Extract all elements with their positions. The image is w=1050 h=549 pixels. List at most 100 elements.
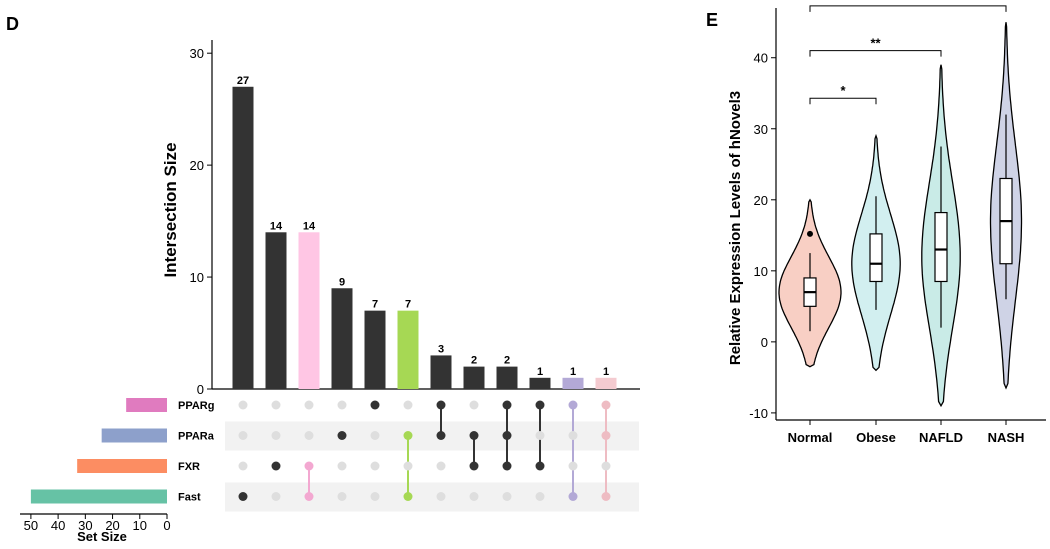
matrix-dot-inactive [337, 400, 347, 410]
intersection-bar [298, 232, 320, 389]
significance-bracket [809, 50, 942, 57]
matrix-dot-active [403, 431, 413, 440]
violin-x-tick-label: Normal [788, 430, 833, 445]
intersection-matrix [238, 400, 611, 501]
box-nafld [934, 211, 948, 283]
matrix-dot-inactive [568, 461, 578, 471]
significance-label: *** [900, 0, 916, 6]
matrix-dot-active [238, 492, 248, 501]
matrix-dot-inactive [535, 431, 545, 440]
matrix-dot-inactive [337, 492, 347, 501]
y-tick-label: 10 [190, 270, 204, 285]
set-bar-fxr [77, 459, 167, 473]
matrix-dot-inactive [271, 431, 281, 440]
matrix-dot-inactive [469, 492, 479, 501]
y-tick-label: 0 [197, 382, 204, 397]
set-label-ppara: PPARa [178, 431, 215, 443]
intersection-bar-label: 9 [339, 276, 345, 288]
intersection-bar-label: 2 [471, 355, 477, 367]
set-label-fxr: FXR [178, 461, 200, 473]
matrix-dot-active [403, 492, 413, 501]
outlier-point [807, 230, 813, 237]
matrix-dot-active [601, 492, 611, 501]
matrix-dot-active [469, 461, 479, 471]
panel-e-label: E [706, 10, 718, 30]
matrix-dot-inactive [238, 400, 248, 410]
intersection-bar-label: 14 [303, 220, 316, 232]
intersection-bar [232, 86, 254, 389]
matrix-dot-active [436, 400, 446, 410]
intersection-bars: 27 14 14 9 7 7 3 2 2 1 1 1 [232, 75, 617, 389]
intersection-bar-label: 3 [438, 343, 444, 355]
violin-axes: -10 0 10 20 30 40 Normal Obese NAFLD NASH [749, 8, 1046, 445]
matrix-dot-inactive [271, 492, 281, 501]
set-size-bars: PPARg PPARa FXR Fast [30, 398, 215, 504]
panel-d-label: D [6, 14, 19, 34]
significance-bracket [809, 97, 877, 105]
matrix-dot-active [601, 431, 611, 440]
set-size-axis: 50 40 30 20 10 0 [20, 513, 171, 533]
matrix-dot-active [469, 431, 479, 440]
set-axis-tick-label: 40 [51, 518, 65, 533]
intersection-bar [397, 310, 419, 389]
matrix-dot-active [568, 492, 578, 501]
matrix-dot-active [502, 431, 512, 440]
violin-x-tick-label: Obese [856, 430, 896, 445]
violin-plot: E Relative Expression Levels of hNovel3 … [706, 0, 1046, 445]
matrix-dot-inactive [304, 431, 314, 440]
violin-y-tick-label: 20 [754, 193, 768, 208]
significance-bracket [809, 5, 1007, 12]
set-axis-tick-label: 10 [133, 518, 147, 533]
matrix-dot-inactive [370, 431, 380, 440]
matrix-dot-inactive [238, 461, 248, 471]
matrix-dot-inactive [337, 461, 347, 471]
matrix-dot-active [436, 431, 446, 440]
violin-x-tick-label: NASH [988, 430, 1025, 445]
set-label-fast: Fast [178, 492, 201, 504]
matrix-dot-active [271, 461, 281, 471]
violin-y-tick-label: 40 [754, 51, 768, 66]
set-bar-pparg [126, 398, 167, 412]
matrix-dot-active [535, 461, 545, 471]
intersection-bar-label: 27 [237, 75, 249, 87]
intersection-bar [562, 377, 584, 389]
intersection-bar [364, 310, 386, 389]
intersection-bar-label: 1 [603, 366, 609, 378]
matrix-dot-active [568, 400, 578, 410]
intersection-bar [463, 366, 485, 389]
matrix-dot-active [502, 461, 512, 471]
set-axis-tick-label: 50 [24, 518, 38, 533]
matrix-dot-inactive [304, 400, 314, 410]
matrix-dot-active [535, 400, 545, 410]
matrix-dot-inactive [403, 461, 413, 471]
significance-label: ** [870, 36, 881, 51]
matrix-dot-inactive [238, 431, 248, 440]
set-axis-tick-label: 0 [163, 518, 170, 533]
matrix-dot-active [601, 400, 611, 410]
violin-y-tick-label: 30 [754, 122, 768, 137]
set-axis-tick-label: 30 [78, 518, 92, 533]
matrix-dot-inactive [403, 400, 413, 410]
intersection-bar [595, 377, 617, 389]
significance-label: * [840, 83, 846, 98]
box-obese [869, 233, 883, 283]
violin-y-tick-label: 10 [754, 264, 768, 279]
intersection-bar-label: 7 [372, 299, 378, 311]
expression-axis-label: Relative Expression Levels of hNovel3 [727, 91, 744, 365]
set-label-pparg: PPARg [178, 400, 214, 412]
violin-y-tick-label: 0 [761, 335, 768, 350]
matrix-dot-inactive [469, 400, 479, 410]
matrix-dot-inactive [568, 431, 578, 440]
matrix-dot-active [370, 400, 380, 410]
violins [778, 22, 1023, 408]
matrix-dot-inactive [370, 461, 380, 471]
set-bar-fast [30, 489, 168, 504]
significance-brackets: ****** [809, 0, 1007, 105]
y-tick-label: 30 [190, 46, 204, 61]
matrix-dot-inactive [436, 461, 446, 471]
intersection-bar-label: 14 [270, 220, 283, 232]
matrix-dot-inactive [271, 400, 281, 410]
set-size-axis-label: Set Size [77, 529, 127, 544]
set-axis-tick-label: 20 [105, 518, 119, 533]
